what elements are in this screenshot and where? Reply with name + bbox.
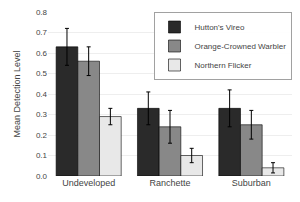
svg-text:0.8: 0.8: [36, 8, 48, 17]
svg-text:Undeveloped: Undeveloped: [62, 178, 115, 188]
svg-text:Orange-Crowned Warbler: Orange-Crowned Warbler: [195, 42, 287, 51]
svg-text:0.4: 0.4: [36, 90, 48, 99]
svg-text:0.3: 0.3: [36, 110, 48, 119]
svg-text:0.2: 0.2: [36, 131, 48, 140]
svg-text:0.1: 0.1: [36, 151, 48, 160]
svg-text:Suburban: Suburban: [232, 178, 271, 188]
svg-text:Hutton's Vireo: Hutton's Vireo: [195, 23, 245, 32]
svg-text:0.6: 0.6: [36, 49, 48, 58]
svg-text:Mean Detection Level: Mean Detection Level: [12, 50, 22, 137]
svg-text:0.7: 0.7: [36, 28, 48, 37]
svg-text:Ranchette: Ranchette: [149, 178, 190, 188]
svg-text:0.0: 0.0: [36, 172, 48, 181]
svg-text:0.5: 0.5: [36, 69, 48, 78]
svg-text:Northern Flicker: Northern Flicker: [195, 61, 252, 70]
